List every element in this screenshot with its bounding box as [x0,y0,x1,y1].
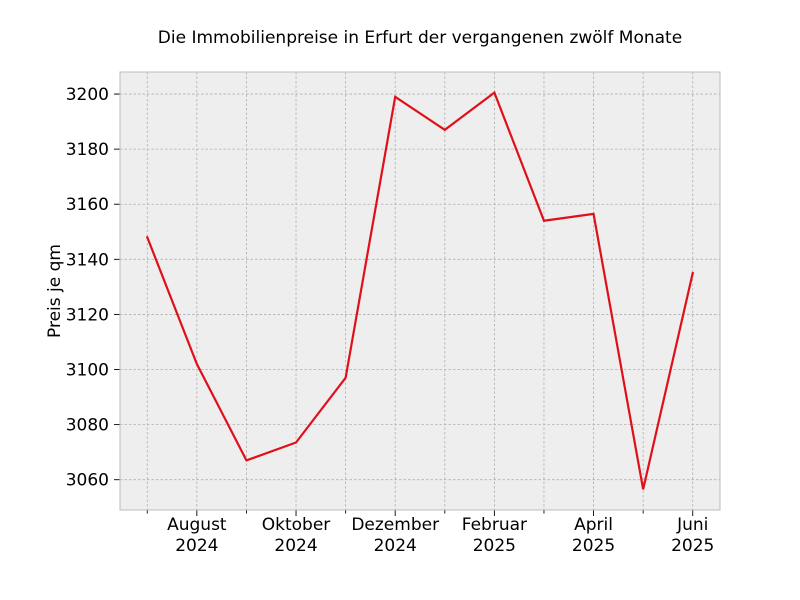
y-tick-label: 3120 [66,305,109,325]
y-tick-label: 3060 [66,471,109,491]
y-tick-label: 3140 [66,250,109,270]
y-tick-label: 3200 [66,85,109,105]
series-layer [145,90,695,490]
x-tick-label-year: 2025 [671,536,714,556]
x-tick-label: Dezember [351,515,439,535]
y-tick-label: 3160 [66,195,109,215]
y-tick-label: 3100 [66,361,109,381]
grid-lines [120,72,720,510]
x-tick-label-year: 2024 [274,536,317,556]
x-tick-label: Februar [462,515,527,535]
x-tick-label: Oktober [262,515,331,535]
x-tick-label-year: 2024 [374,536,417,556]
y-axis-label: Preis je qm [45,244,65,338]
x-tick-label-year: 2024 [175,536,218,556]
x-tick-label: April [574,515,613,535]
y-tick-label: 3080 [66,416,109,436]
series-line [145,90,695,490]
plot-area [120,72,720,510]
chart-title: Die Immobilienpreise in Erfurt der verga… [158,28,682,48]
y-axis: 3060 3080 3100 3120 3140 3160 3180 3200 [66,85,120,491]
x-tick-label-year: 2025 [572,536,615,556]
x-tick-label: Juni [676,515,708,535]
plot-frame [119,71,721,511]
y-tick-label: 3180 [66,140,109,160]
x-axis: August2024Oktober2024Dezember2024Februar… [146,510,714,556]
x-tick-label: August [167,515,227,535]
x-tick-label-year: 2025 [473,536,516,556]
